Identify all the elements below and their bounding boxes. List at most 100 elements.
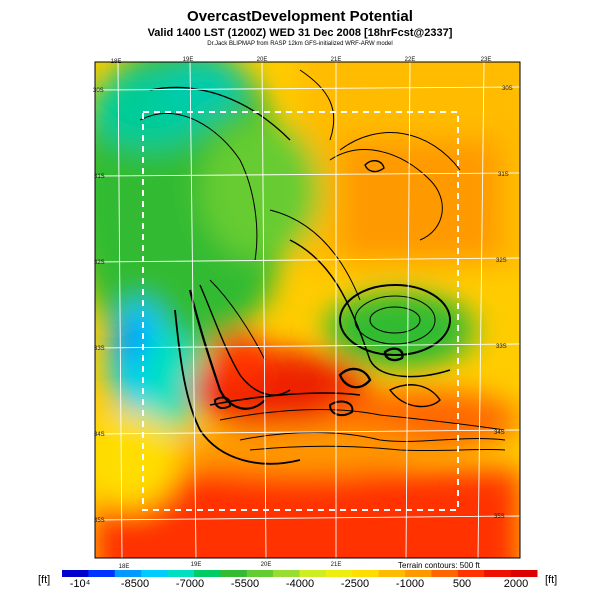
colorbar-swatch [484, 570, 512, 577]
colorbar-swatch [405, 570, 432, 577]
lon-bottom-label: 18E [119, 564, 130, 570]
contour-line [209, 279, 266, 361]
colorbar-swatch [378, 570, 406, 577]
colorbar-label: 500 [452, 578, 472, 590]
graticule [94, 61, 521, 559]
meridian-23E [477, 61, 485, 559]
lat-left-label: 34S [94, 432, 105, 438]
contour-line [339, 284, 451, 356]
contour-line [388, 384, 441, 408]
lon-top-label: 18E [111, 59, 122, 65]
lon-bottom-label: 20E [261, 562, 272, 568]
lat-right-label: 35S [494, 514, 505, 520]
lat-left-label: 30S [93, 88, 104, 94]
colorbar-swatch [325, 570, 353, 577]
lat-left-label: 35S [94, 518, 105, 524]
lat-right-label: 33S [496, 344, 507, 350]
contour-line [339, 132, 461, 171]
parallel-30S [94, 86, 521, 91]
region-coast-blue [116, 320, 144, 360]
lat-left-label: 33S [94, 346, 105, 352]
inner-domain-box [142, 111, 459, 511]
contour-line [289, 239, 451, 378]
contour-line [188, 289, 266, 410]
contour-line [329, 149, 443, 241]
colorbar-swatch [114, 570, 142, 577]
meridian-18E [117, 61, 123, 559]
colorbar-swatch [273, 570, 300, 577]
colorbar-swatch [352, 570, 380, 577]
lat-left-label: 32S [94, 260, 105, 266]
colorbar-label: -8500 [120, 578, 150, 590]
colorbar-swatch [62, 570, 89, 577]
colorbar-unit-right: [ft] [545, 574, 558, 586]
region-central-green [200, 120, 320, 260]
meridian-22E [405, 61, 411, 559]
contour-line [328, 400, 354, 417]
map-field [95, 62, 520, 558]
colorbar [62, 570, 538, 577]
contour-line [369, 306, 421, 334]
contour-line [219, 409, 506, 431]
colorbar-label: -5500 [230, 578, 260, 590]
lon-bottom-label: 21E [331, 562, 342, 568]
colorbar-swatch [246, 570, 274, 577]
parallel-33S [94, 343, 521, 349]
terrain-contour-note: Terrain contours: 500 ft [398, 561, 481, 570]
colorbar-unit-left: [ft] [38, 574, 51, 586]
contour-line [269, 209, 361, 301]
lon-top-label: 22E [405, 57, 416, 63]
colorbar-swatch [510, 570, 538, 577]
map-frame [94, 61, 521, 559]
parallel-32S [94, 257, 521, 263]
region-central-red-2 [210, 330, 270, 390]
contour-line [299, 69, 335, 141]
colorbar-label: -1000 [395, 578, 425, 590]
valid-time-subtitle: Valid 1400 LST (1200Z) WED 31 Dec 2008 [… [147, 27, 453, 39]
colorbar-label: 2000 [503, 578, 529, 590]
lat-right-label: 32S [496, 258, 507, 264]
colorbar-swatch [141, 570, 169, 577]
contour-line [139, 113, 258, 261]
colorbar-swatch [167, 570, 195, 577]
region-south-orange [170, 425, 430, 475]
lat-right-label: 31S [498, 172, 509, 178]
lon-top-label: 20E [257, 57, 268, 63]
colorbar-label: -2500 [340, 578, 370, 590]
tick-labels: 18E 19E 20E 21E 22E 23E 18E 19E 20E 21E … [93, 57, 513, 570]
chart-title: OvercastDevelopment Potential [187, 8, 413, 25]
meridian-19E [189, 61, 197, 559]
contour-line [209, 392, 361, 406]
model-credit: Dr.Jack BLIPMAP from RASP 12km GFS-initi… [207, 41, 393, 47]
region-east-green [325, 290, 475, 370]
contour-line [149, 86, 291, 141]
parallel-31S [94, 172, 521, 177]
colorbar-label: -4000 [285, 578, 315, 590]
region-north-cyan-2 [155, 62, 245, 120]
colorbar-label: -10⁴ [69, 578, 91, 590]
lon-top-label: 19E [183, 57, 194, 63]
contour-line [239, 432, 506, 442]
lon-top-label: 21E [331, 57, 342, 63]
lat-right-label: 30S [502, 86, 513, 92]
contour-line [383, 347, 404, 362]
region-north-east-orange [340, 140, 500, 260]
contour-line [338, 367, 372, 389]
region-coast-teal [140, 330, 200, 430]
parallel-35S [94, 515, 521, 521]
parallel-34S [94, 429, 521, 435]
lat-right-label: 34S [494, 430, 505, 436]
region-southwest-yellow [95, 410, 180, 510]
meridian-20E [261, 61, 267, 559]
lat-left-label: 31S [94, 174, 105, 180]
colorbar-swatch [457, 570, 485, 577]
lon-bottom-label: 19E [191, 562, 202, 568]
contour-line [213, 396, 232, 409]
colorbar-swatch [299, 570, 327, 577]
colorbar-swatch [88, 570, 116, 577]
contour-line [249, 445, 506, 452]
contour-line [174, 309, 301, 465]
colorbar-swatch [193, 570, 221, 577]
contour-line [364, 160, 385, 173]
